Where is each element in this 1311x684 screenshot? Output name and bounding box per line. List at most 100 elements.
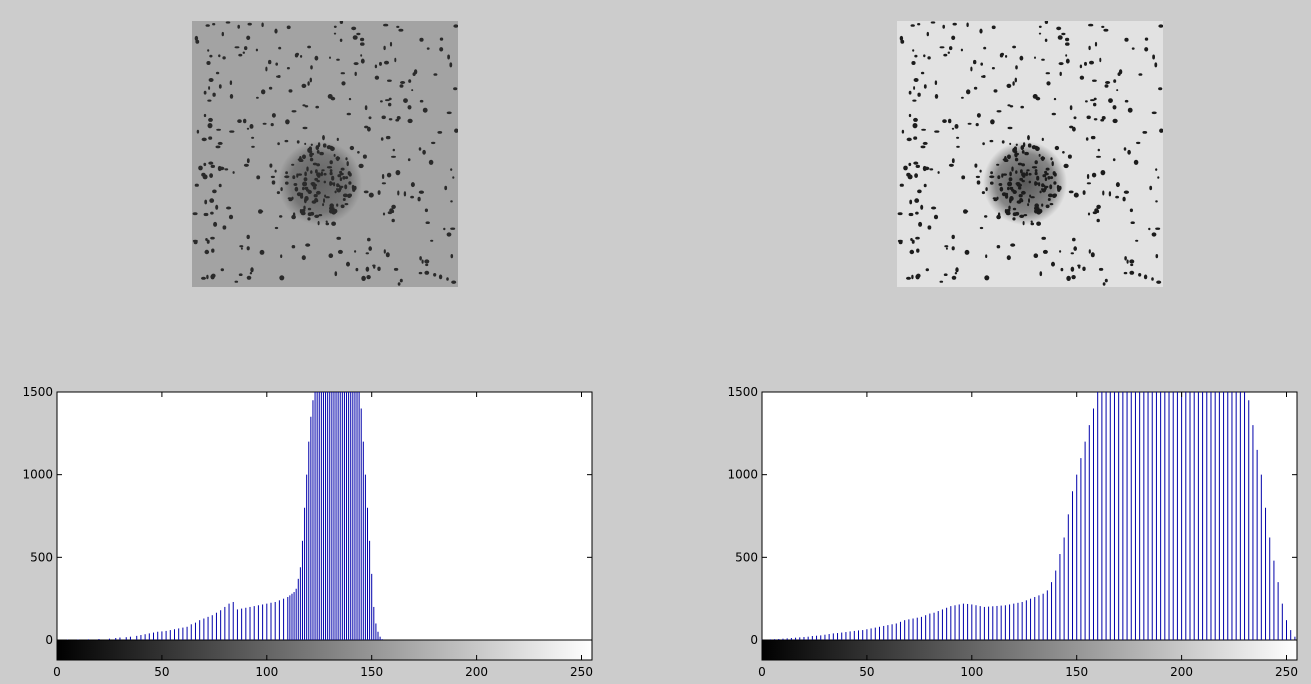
speckle [420,100,424,103]
speckle [331,176,334,181]
speckle [204,114,206,117]
speckle [1007,84,1012,88]
speckle [1008,206,1010,210]
speckle [935,94,938,99]
speckle [997,175,1000,179]
speckle [1013,208,1016,211]
speckle [229,130,234,132]
speckle [1071,267,1075,272]
speckle [250,124,254,129]
speckle [304,143,306,145]
speckle [341,72,345,74]
speckle [1019,198,1023,202]
speckle [437,131,442,134]
speckle [422,260,424,264]
speckle [984,275,989,280]
speckle [1156,254,1159,258]
speckle [1046,205,1050,209]
speckle [382,182,386,184]
speckle [913,136,917,139]
hist-left-ytick-label: 0 [45,633,53,647]
hist-right-ytick-label: 1500 [727,385,758,399]
speckle [202,138,207,142]
speckle [943,54,947,57]
speckle [278,75,281,78]
speckle [304,172,307,177]
speckle [913,118,918,122]
speckle [1039,154,1041,157]
speckle [263,123,267,125]
speckle [1039,33,1041,35]
speckle [1071,252,1074,254]
hist-right-ytick-label: 0 [750,633,758,647]
speckle [952,158,955,163]
speckle [979,29,982,34]
speckle [1020,106,1024,109]
speckle [423,108,428,113]
speckle [961,49,963,52]
speckle [1005,55,1007,58]
speckle [221,268,224,271]
speckle [912,49,914,51]
speckle [1041,204,1043,207]
speckle [990,119,995,124]
speckle [265,67,267,72]
speckle [359,164,364,168]
speckle [333,209,337,213]
speckle [984,215,987,218]
hist-left-xtick-label: 250 [570,665,593,679]
speckle [447,55,450,60]
speckle [408,105,412,109]
speckle [210,212,214,215]
speckle [336,204,338,207]
speckle [1072,127,1076,132]
speckle [1094,118,1098,120]
speckle [250,272,252,274]
speckle [451,281,456,284]
speckle [1132,47,1135,49]
speckle [998,212,1000,217]
hist-left-xtick-label: 150 [360,665,383,679]
speckle [906,173,910,177]
speckle [915,212,919,215]
speckle [195,36,198,41]
speckle [321,171,323,176]
speckle [201,277,206,280]
speckle [430,240,433,242]
speckle [349,173,352,177]
speckle [1061,33,1065,35]
speckle [303,206,305,210]
speckle [1069,191,1074,194]
speckle [1083,190,1086,195]
speckle [985,187,987,191]
speckle [1103,29,1108,32]
speckle [314,198,318,202]
speckle [1015,170,1017,174]
speckle [274,29,277,34]
speckle [923,54,925,57]
speckle [1124,38,1128,42]
speckle [389,118,393,120]
speckle [1152,55,1155,60]
speckle [260,250,265,255]
speckle [218,142,223,145]
histogram-right-plot: 0 500 1000 1500 0 50 100 150 200 250 [705,380,1305,684]
speckle [198,166,203,171]
speckle [404,191,406,196]
speckle [1084,62,1087,66]
speckle [360,42,365,45]
speckle [1022,150,1025,154]
speckle [261,89,265,94]
speckle [330,160,333,164]
speckle [387,80,392,82]
speckle [1040,191,1042,194]
speckle [208,162,213,165]
speckle [980,227,983,229]
speckle [444,186,447,190]
speckle [381,137,384,141]
speckle [208,136,212,139]
hist-right-plot-area [762,392,1297,640]
speckle [1041,59,1045,61]
speckle [248,23,252,26]
speckle [356,268,359,271]
